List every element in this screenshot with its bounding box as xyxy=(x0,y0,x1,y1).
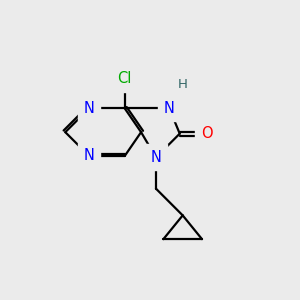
Text: Cl: Cl xyxy=(118,71,132,86)
Text: N: N xyxy=(84,101,94,116)
Text: N: N xyxy=(84,148,94,164)
Text: O: O xyxy=(201,126,212,141)
Text: N: N xyxy=(164,101,175,116)
Text: H: H xyxy=(178,78,188,91)
Text: N: N xyxy=(151,150,161,165)
